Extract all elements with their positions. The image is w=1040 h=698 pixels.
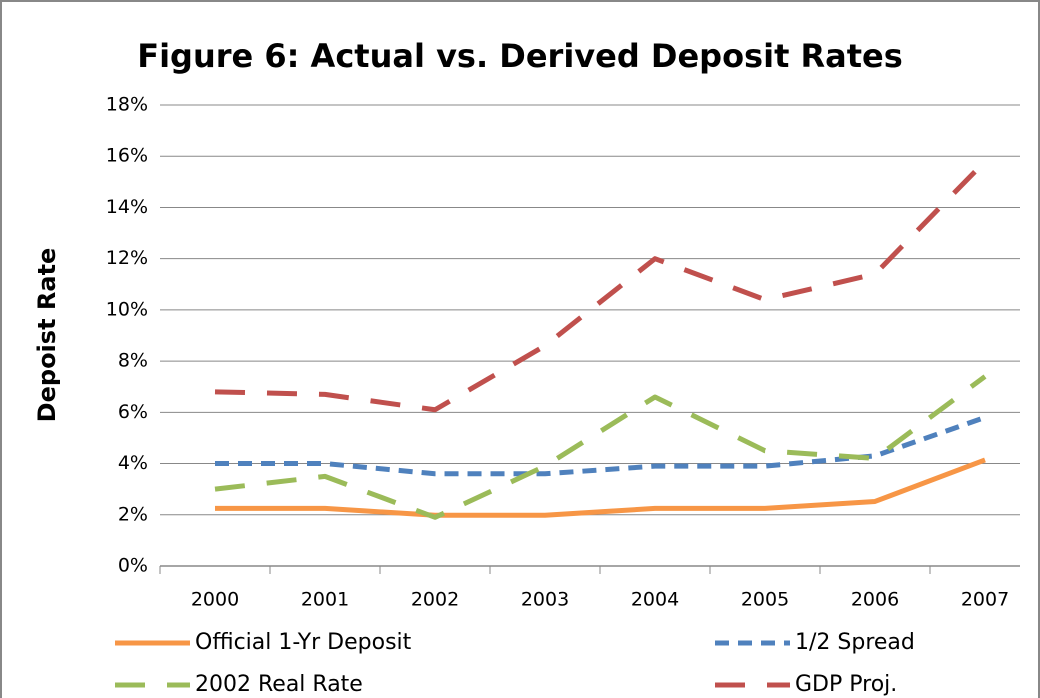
y-tick-label: 18%: [106, 94, 148, 116]
x-tick-label: 2002: [411, 589, 459, 611]
y-tick-label: 0%: [118, 555, 148, 577]
y-axis-label: Depoist Rate: [33, 248, 61, 423]
x-tick-label: 2004: [631, 589, 679, 611]
series-line: [215, 415, 986, 477]
legend-label: 2002 Real Rate: [195, 672, 363, 697]
series-line: [214, 159, 987, 413]
series-line: [215, 457, 986, 518]
y-tick-label: 16%: [106, 145, 148, 167]
legend-label: GDP Proj.: [795, 672, 897, 697]
chart-title: Figure 6: Actual vs. Derived Deposit Rat…: [137, 37, 903, 75]
y-tick-label: 2%: [118, 503, 148, 525]
x-tick-label: 2000: [191, 589, 239, 611]
y-tick-label: 10%: [106, 298, 148, 320]
x-tick-label: 2003: [521, 589, 569, 611]
x-tick-label: 2007: [961, 589, 1009, 611]
y-tick-label: 14%: [106, 196, 148, 218]
y-tick-label: 12%: [106, 247, 148, 269]
y-tick-label: 8%: [118, 350, 148, 372]
y-tick-label: 6%: [118, 401, 148, 423]
x-tick-label: 2005: [741, 589, 789, 611]
legend-label: Official 1-Yr Deposit: [195, 630, 412, 655]
legend-label: 1/2 Spread: [795, 630, 915, 655]
x-tick-label: 2006: [851, 589, 899, 611]
y-tick-label: 4%: [118, 452, 148, 474]
x-tick-label: 2001: [301, 589, 349, 611]
series-line: [214, 374, 987, 520]
